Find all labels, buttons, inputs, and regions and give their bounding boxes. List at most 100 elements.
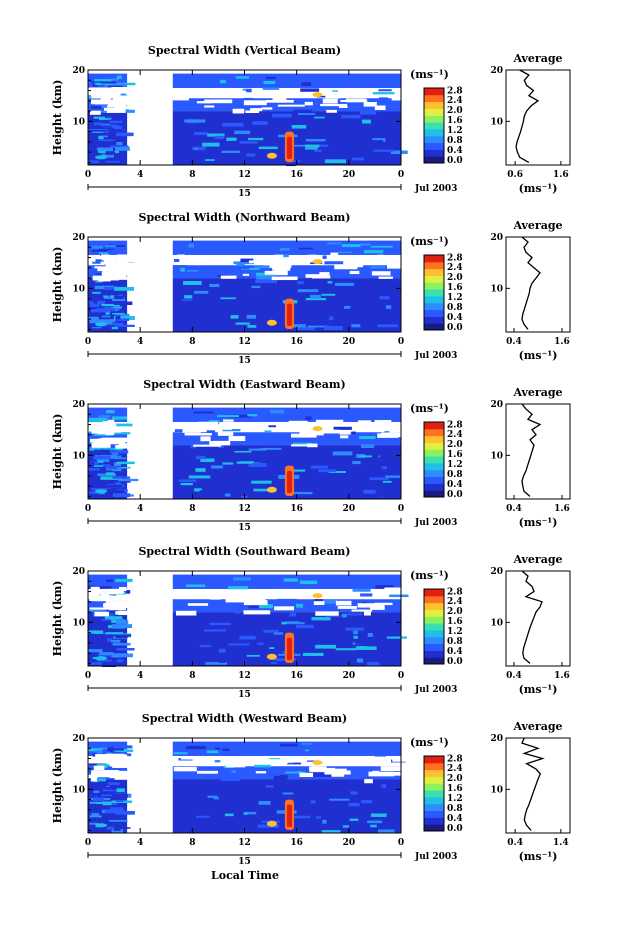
heatmap-gap [105,262,123,268]
heatmap-streak [333,810,347,815]
colorbar-swatch [424,101,444,109]
heatmap-streak [105,151,116,155]
heatmap-plume-core [286,303,293,326]
heatmap-hotspot [266,152,277,159]
average-x-tick-label: 1.6 [554,504,570,514]
heatmap-gap [274,606,295,611]
colorbar-swatch [424,824,444,832]
colorbar-swatch [424,783,444,791]
colorbar-frame [423,254,445,331]
heatmap-streak [112,297,126,302]
heatmap-streak [375,585,394,589]
heatmap-streak [111,829,124,834]
colorbar-swatch [424,643,444,651]
colorbar-tick-label: 1.2 [447,460,463,470]
heatmap-streak [360,243,371,246]
heatmap-gap [107,758,115,764]
heatmap-gap [103,595,128,601]
heatmap-gap [118,102,140,105]
heatmap-streak [116,647,135,651]
heatmap-streak [112,467,122,472]
heatmap-gap [173,766,197,772]
colorbar-tick-label: 2.8 [447,253,463,263]
colorbar-swatch [424,469,444,478]
colorbar-tick-label: 1.2 [447,293,463,303]
y-tick-label: 20 [72,567,85,577]
colorbar-tick-label: 0.8 [447,804,463,814]
heatmap-streak [236,263,245,268]
heatmap-streak [114,457,127,460]
heatmap-streak [324,159,346,164]
heatmap-streak [322,819,327,824]
colorbar-swatch [424,302,444,311]
heatmap-streak [195,468,206,472]
heatmap-streak [114,812,129,815]
heatmap-streak [115,313,130,318]
heatmap-gap [312,593,335,597]
heatmap-gap [112,764,131,768]
heatmap-field [88,240,417,332]
heatmap-gap [318,429,340,434]
colorbar-swatch [424,122,444,130]
heatmap-streak [222,462,234,465]
heatmap-streak [372,454,379,458]
heatmap-streak [89,447,102,451]
y-tick-label: 20 [72,66,85,76]
heatmap-streak [247,325,257,328]
heatmap-band-upper [172,741,401,756]
heatmap-gap [368,771,395,777]
heatmap-gap [101,272,124,278]
heatmap-gap [209,440,231,446]
heatmap-streak [103,291,119,296]
heatmap-streak [246,314,256,319]
heatmap-streak [266,274,286,277]
heatmap-streak [115,146,130,151]
heatmap-streak [242,135,248,139]
heatmap-streak [110,793,128,798]
heatmap-streak [89,303,100,307]
heatmap-streak [325,615,340,618]
heatmap-streak [349,818,359,821]
colorbar-swatch [424,275,444,283]
heatmap-gap [118,270,130,274]
y-axis-label: Height (km) [51,80,64,156]
heatmap-streak [113,301,133,305]
heatmap-streak [266,76,276,80]
heatmap-streak [192,791,213,795]
colorbar-tick-label: 2.0 [447,774,463,784]
heatmap-gap [204,99,233,104]
heatmap-streak [303,825,319,829]
heatmap-streak [381,466,387,470]
heatmap-streak [379,97,389,100]
colorbar: (ms⁻¹) 2.82.42.01.61.20.80.40.0 [410,402,463,500]
heatmap-streak [377,829,395,834]
colorbar-tick-label: 0.0 [447,657,463,667]
heatmap-streak [253,488,273,492]
heatmap-gap [262,428,278,431]
heatmap-gap [276,588,292,593]
heatmap-gap [311,275,331,279]
colorbar-swatch [424,442,444,450]
heatmap-streak [342,825,349,828]
heatmap-streak [97,147,113,151]
heatmap-streak [106,410,115,414]
heatmap-gap [337,606,357,609]
heatmap-gap [272,97,287,103]
heatmap-streak [88,160,100,164]
heatmap-streak [246,153,256,157]
day-label: 15 [238,523,251,533]
colorbar-unit-label: (ms⁻¹) [410,235,449,248]
heatmap-streak [244,748,259,752]
heatmap-streak [93,797,105,802]
heatmap-streak [111,325,118,330]
heatmap-streak [277,414,286,419]
heatmap-gap [237,592,264,596]
heatmap-streak [209,146,230,149]
colorbar-tick-label: 2.8 [447,420,463,430]
average-profile: Average 10 20 0.4 1.6 (ms⁻¹) [490,386,571,529]
heatmap-streak [177,625,199,628]
heatmap-streak [218,661,226,663]
x-tick-label: 12 [238,838,251,848]
colorbar-swatch [424,268,444,276]
x-tick-label: 0 [85,337,91,347]
